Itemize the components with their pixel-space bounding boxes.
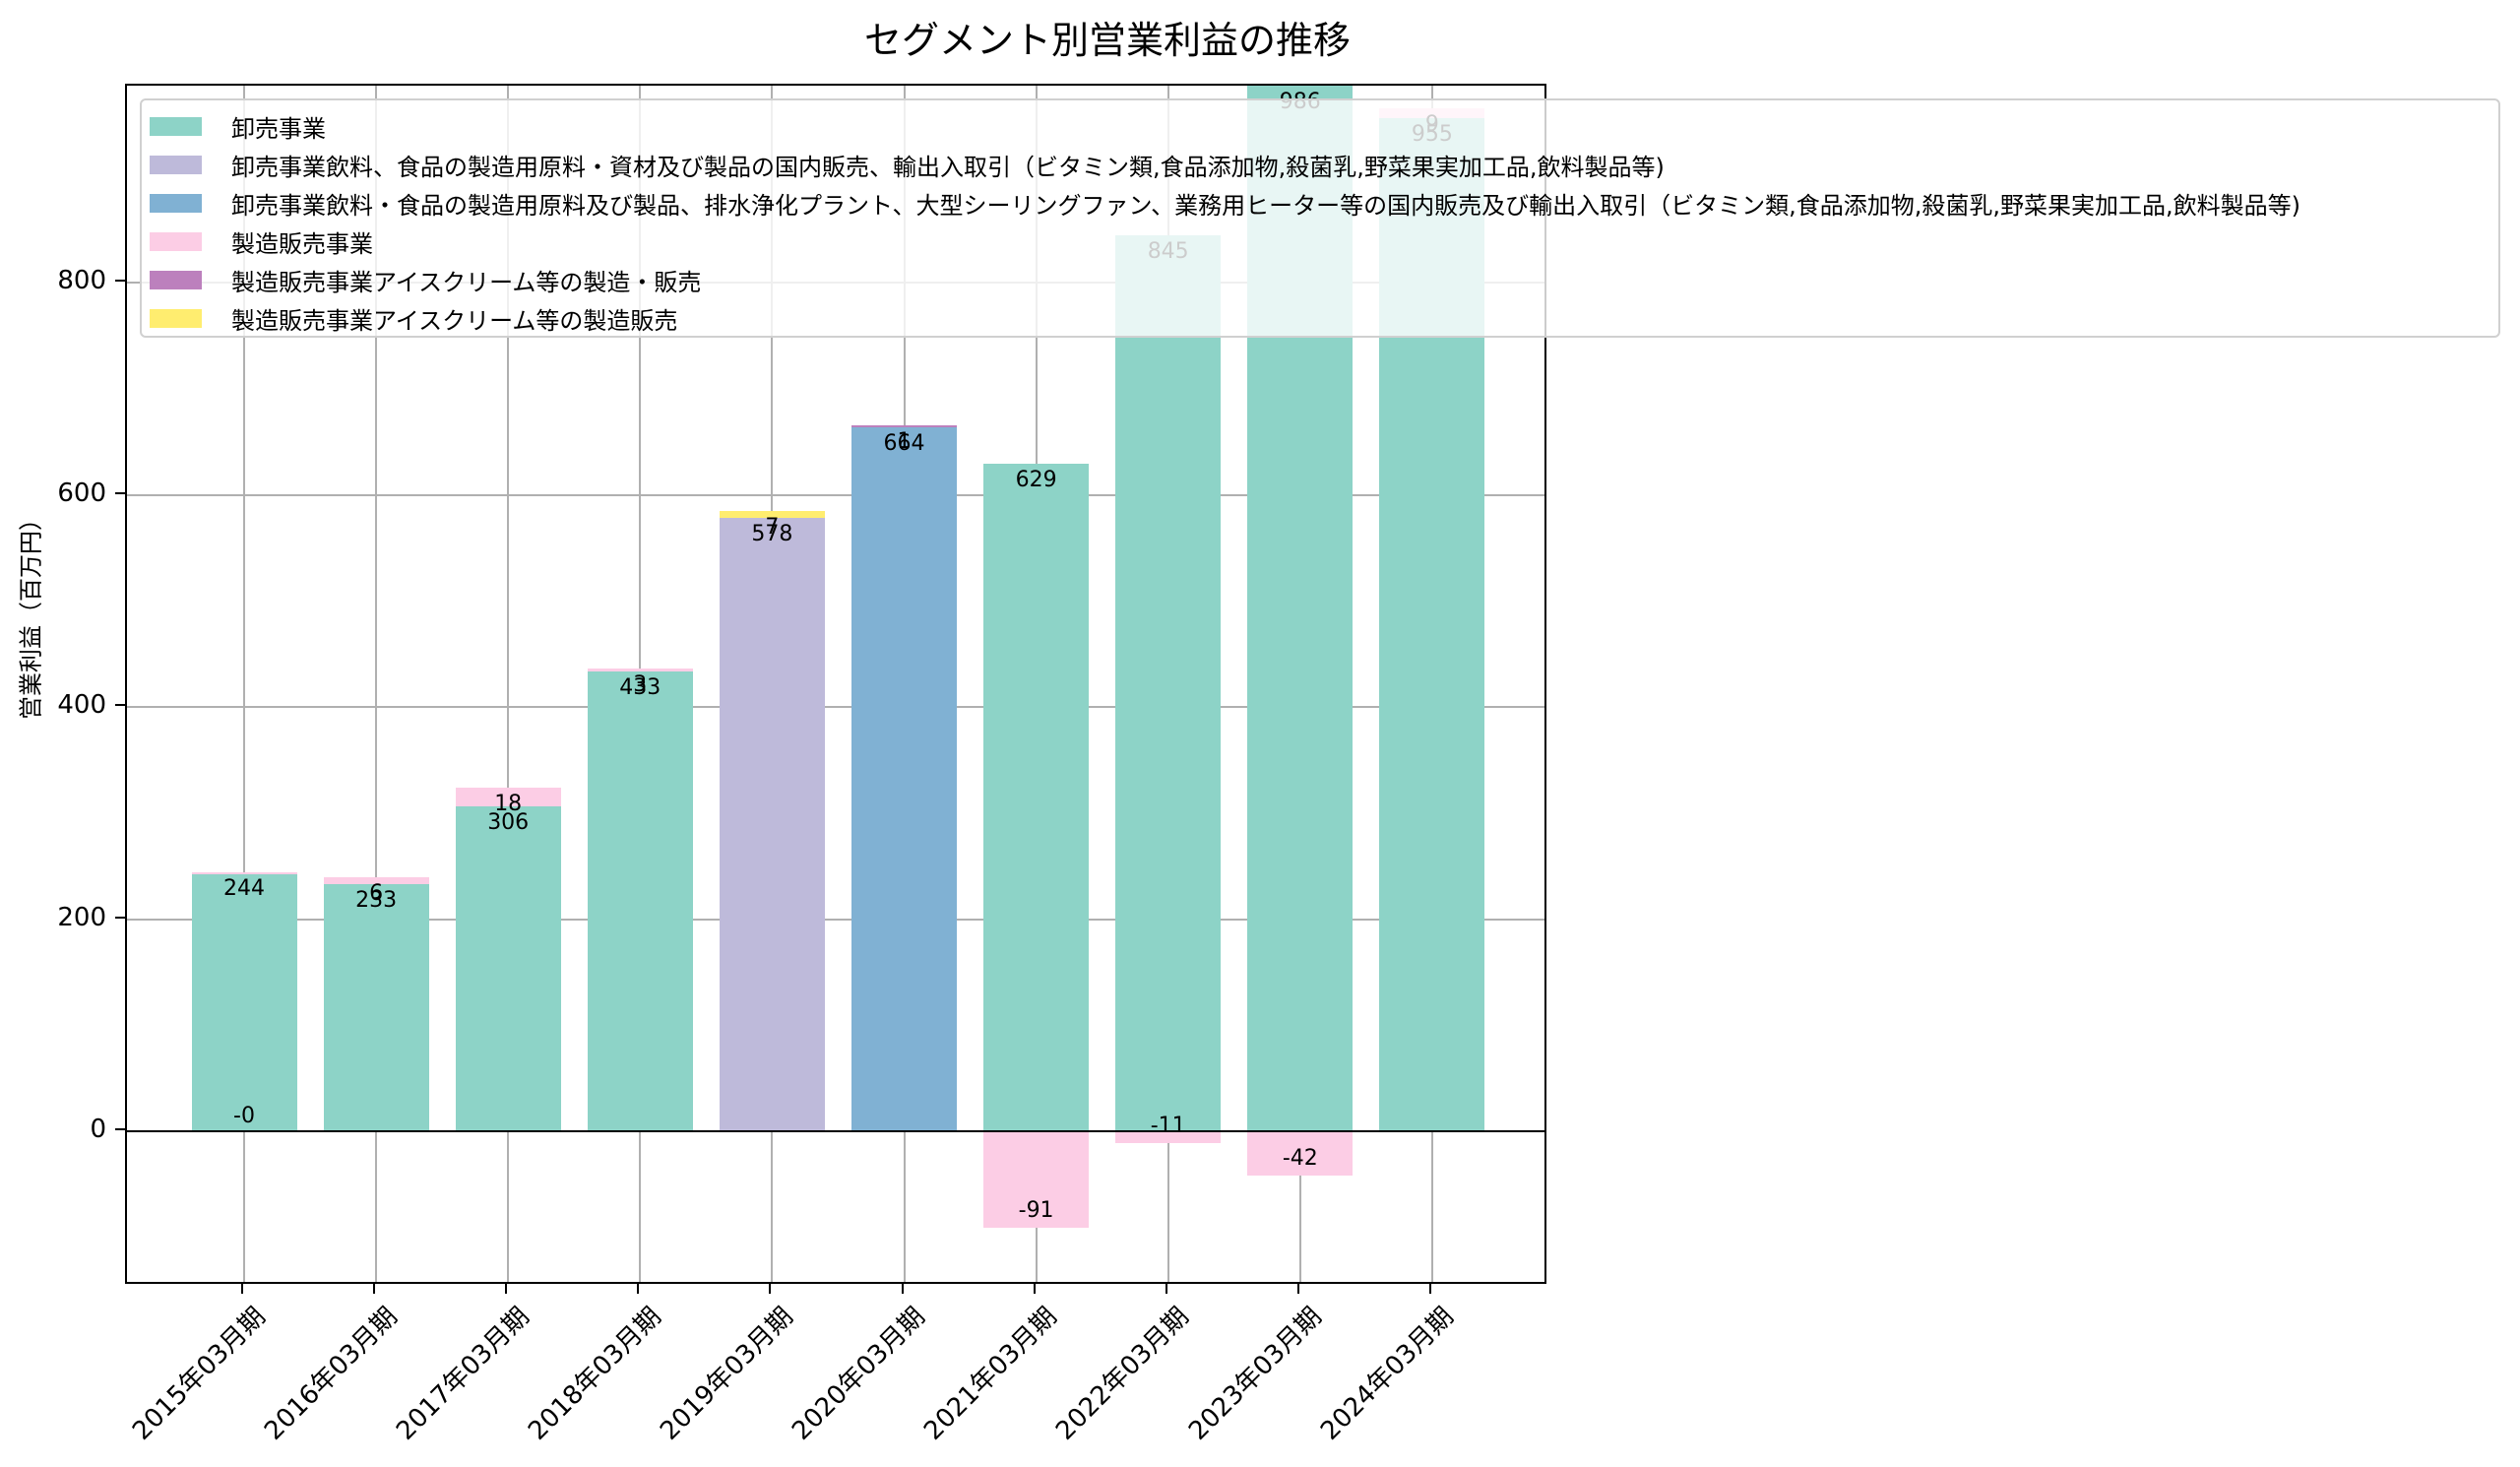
x-tick-label: 2022年03月期 — [1050, 1302, 1196, 1446]
bar-segment — [851, 426, 957, 1131]
legend-swatch-icon — [150, 193, 202, 213]
bar-value-label: -0 — [233, 1104, 255, 1128]
x-tick-mark — [1165, 1284, 1167, 1294]
legend-label: 卸売事業 — [231, 114, 326, 143]
legend-item: 製造販売事業 — [150, 222, 373, 261]
bar-value-label: 306 — [487, 810, 530, 836]
y-tick-mark — [115, 704, 125, 706]
y-axis-label-text: 営業利益（百万円） — [17, 507, 45, 720]
legend-label: 製造販売事業 — [231, 229, 373, 258]
y-tick-mark — [115, 491, 125, 494]
bar-value-label: 1 — [897, 429, 912, 455]
x-tick-label: 2016年03月期 — [259, 1302, 404, 1446]
x-tick-label: 2020年03月期 — [787, 1302, 931, 1446]
legend-swatch-icon — [150, 116, 202, 136]
bar-segment — [719, 510, 825, 519]
x-tick-label: 2021年03月期 — [918, 1302, 1064, 1446]
x-tick-label: 2023年03月期 — [1182, 1302, 1328, 1446]
bar-value-label: 578 — [751, 522, 793, 547]
bar-segment — [1115, 234, 1222, 1131]
bar-segment — [983, 1131, 1090, 1229]
bar-segment — [719, 518, 825, 1131]
y-tick-mark — [115, 1128, 125, 1130]
x-tick-mark — [901, 1284, 904, 1294]
bar-value-label: 6 — [369, 881, 384, 907]
y-tick-label: 0 — [90, 1115, 106, 1144]
legend-item: 卸売事業飲料、食品の製造用原料・資材及び製品の国内販売、輸出入取引（ビタミン類,… — [150, 145, 1665, 184]
legend-item: 卸売事業飲料・食品の製造用原料及び製品、排水浄化プラント、大型シーリングファン、… — [150, 183, 2300, 223]
bar-value-label: -42 — [1282, 1146, 1318, 1172]
grid-line-vertical — [375, 86, 378, 1282]
bar-value-label: 3 — [633, 672, 648, 698]
bar-segment — [191, 872, 297, 874]
legend: 卸売事業卸売事業飲料、食品の製造用原料・資材及び製品の国内販売、輸出入取引（ビタ… — [140, 98, 2500, 338]
bar-value-label: 7 — [765, 514, 780, 540]
bar-segment — [191, 872, 297, 1131]
x-tick-mark — [1296, 1284, 1299, 1294]
bar-value-label: -91 — [1018, 1198, 1054, 1224]
bar-segment — [323, 877, 429, 884]
bar-segment — [587, 671, 693, 1131]
x-tick-mark — [1033, 1284, 1036, 1294]
legend-swatch-icon — [150, 270, 202, 289]
bar-segment — [455, 787, 561, 807]
legend-label: 卸売事業飲料・食品の製造用原料及び製品、排水浄化プラント、大型シーリングファン、… — [231, 191, 2300, 220]
bar-segment — [455, 806, 561, 1131]
x-tick-mark — [1428, 1284, 1431, 1294]
bar-value-label: 664 — [883, 430, 925, 456]
bar-value-label: 433 — [619, 675, 662, 701]
legend-item: 製造販売事業アイスクリーム等の製造・販売 — [150, 260, 701, 299]
legend-item: 製造販売事業アイスクリーム等の製造販売 — [150, 298, 677, 338]
legend-swatch-icon — [150, 308, 202, 328]
bar-value-label: 18 — [494, 791, 523, 816]
chart-title: セグメント別営業利益の推移 — [863, 19, 1351, 62]
bar-segment — [1247, 1131, 1354, 1177]
legend-label: 製造販売事業アイスクリーム等の製造販売 — [231, 306, 678, 335]
grid-line-vertical — [507, 86, 510, 1282]
legend-swatch-icon — [150, 155, 202, 174]
x-tick-label: 2015年03月期 — [126, 1302, 272, 1446]
legend-item: 卸売事業 — [150, 106, 326, 146]
legend-label: 卸売事業飲料、食品の製造用原料・資材及び製品の国内販売、輸出入取引（ビタミン類,… — [231, 153, 1665, 181]
grid-line-horizontal — [127, 918, 1544, 921]
bar-segment — [587, 669, 693, 672]
grid-line-vertical — [243, 86, 245, 1282]
x-tick-label: 2018年03月期 — [523, 1302, 667, 1446]
bar-value-label: 244 — [223, 876, 265, 902]
x-tick-label: 2024年03月期 — [1314, 1302, 1460, 1446]
bar-segment — [323, 883, 429, 1131]
x-tick-label: 2019年03月期 — [655, 1302, 799, 1446]
x-tick-mark — [637, 1284, 640, 1294]
grid-line-horizontal — [127, 706, 1544, 708]
bar-value-label: -11 — [1150, 1113, 1186, 1138]
grid-line-horizontal — [127, 493, 1544, 496]
y-tick-label: 800 — [57, 266, 106, 295]
x-tick-mark — [505, 1284, 508, 1294]
x-tick-mark — [769, 1284, 772, 1294]
y-tick-label: 400 — [57, 690, 106, 720]
bar-value-label: 629 — [1015, 468, 1057, 493]
x-tick-label: 2017年03月期 — [391, 1302, 536, 1446]
x-tick-mark — [241, 1284, 243, 1294]
x-tick-mark — [373, 1284, 376, 1294]
y-tick-mark — [115, 916, 125, 919]
y-tick-label: 600 — [57, 478, 106, 508]
bar-value-label: 233 — [355, 887, 398, 913]
y-tick-label: 200 — [57, 902, 106, 932]
zero-line — [127, 1130, 1544, 1132]
bar-segment — [983, 464, 1090, 1131]
legend-label: 製造販売事業アイスクリーム等の製造・販売 — [231, 268, 702, 296]
legend-swatch-icon — [150, 231, 202, 251]
bar-segment — [1115, 1131, 1222, 1143]
bar-segment — [851, 425, 957, 427]
y-tick-mark — [115, 280, 125, 282]
